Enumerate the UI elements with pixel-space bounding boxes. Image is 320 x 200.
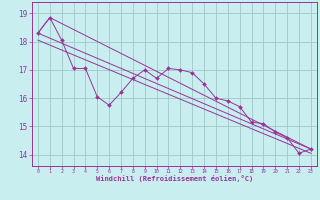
X-axis label: Windchill (Refroidissement éolien,°C): Windchill (Refroidissement éolien,°C) <box>96 175 253 182</box>
